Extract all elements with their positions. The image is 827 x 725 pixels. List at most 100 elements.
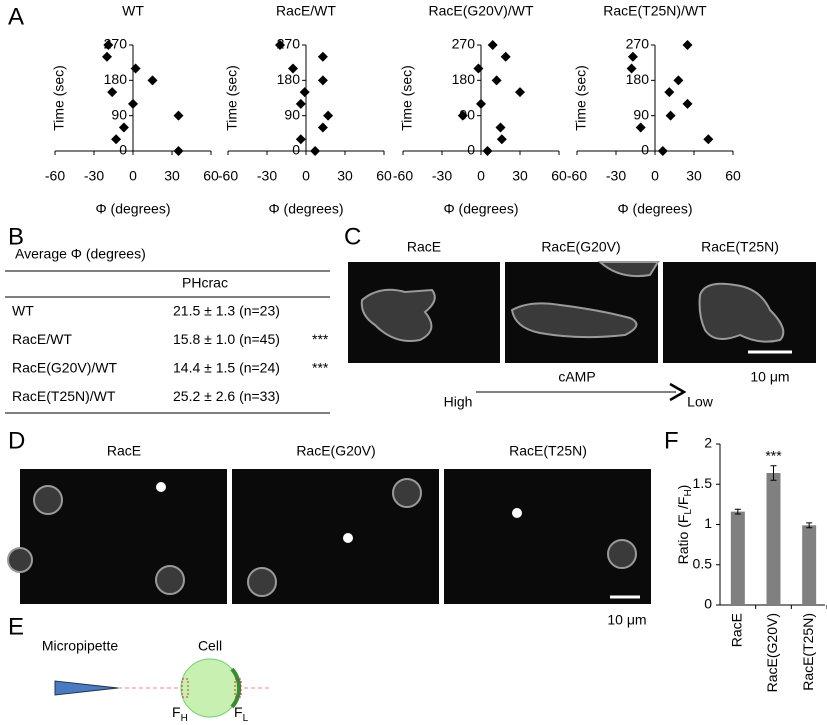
cell-shape <box>247 567 277 597</box>
point <box>111 134 122 145</box>
cell-shape <box>360 288 436 342</box>
point <box>457 110 468 121</box>
label-part: Ratio (F <box>675 515 691 565</box>
x-tick-label: 0 <box>302 168 310 184</box>
y-tick-label: 0 <box>467 142 475 158</box>
y-tick-label: 2 <box>704 435 712 451</box>
point <box>173 110 184 121</box>
x-tick-label: 60 <box>376 168 392 184</box>
row-value: 25.2 ± 2.6 (n=33) <box>173 388 280 404</box>
x-tick-label: 0 <box>477 168 485 184</box>
point <box>107 87 118 98</box>
point <box>310 146 321 156</box>
diagram-e: Micropipette Cell FH FL <box>42 638 272 724</box>
point <box>515 87 525 98</box>
point <box>275 40 285 50</box>
bar <box>766 472 781 605</box>
micropipette <box>54 680 119 696</box>
point <box>491 75 502 86</box>
image-label: RacE(G20V) <box>541 239 620 255</box>
image-label: RacE(T25N) <box>509 443 587 459</box>
subscript: H <box>181 713 188 724</box>
cell-shape <box>7 547 33 573</box>
x-axis-label: Φ (degrees) <box>618 201 693 217</box>
subscript: H <box>683 489 694 496</box>
x-tick-label: -60 <box>218 168 238 184</box>
x-tick-label: -30 <box>432 168 452 184</box>
image-label: RacE <box>407 239 441 255</box>
error-bar <box>734 508 741 515</box>
cell-shape <box>607 539 637 569</box>
x-tick-label: RacE(G20V) <box>764 613 780 692</box>
label: FL <box>234 704 249 724</box>
error-bar <box>806 522 813 529</box>
subscript: L <box>683 509 694 515</box>
gradient-high: High <box>444 394 473 410</box>
image-label: RacE <box>107 443 141 459</box>
panel-letter: A <box>8 3 24 30</box>
y-tick-label: 1.5 <box>693 475 713 491</box>
gradient-low: Low <box>687 394 714 410</box>
x-tick-label: 0 <box>129 168 137 184</box>
point <box>173 146 184 156</box>
point <box>682 40 693 50</box>
point <box>476 98 486 109</box>
cell <box>180 658 240 718</box>
y-tick-label: 90 <box>633 106 649 122</box>
chart-title: RacE(T25N)/WT <box>603 3 707 19</box>
x-tick-label: 30 <box>164 168 180 184</box>
point <box>627 51 638 62</box>
image-label: RacE(T25N) <box>701 239 779 255</box>
bead <box>512 508 522 518</box>
point <box>496 134 507 145</box>
point <box>147 75 158 86</box>
bar <box>730 511 745 605</box>
y-tick-label: 180 <box>626 71 650 87</box>
x-tick-label: 30 <box>686 168 702 184</box>
cell-shape <box>698 282 785 343</box>
y-tick-label: 0 <box>641 142 649 158</box>
x-tick-label: -30 <box>606 168 626 184</box>
y-tick-label: 180 <box>452 71 476 87</box>
y-tick-label: 90 <box>284 106 300 122</box>
point <box>703 134 714 145</box>
point <box>495 122 506 133</box>
point <box>295 98 306 109</box>
micrographs-d: RacE RacE(G20V) RacE(T25N) 10 μm <box>7 443 651 628</box>
point <box>487 40 498 50</box>
y-axis-label: Ratio (FL/FH) <box>675 485 694 565</box>
x-tick-label: 30 <box>512 168 528 184</box>
scale-label: 10 μm <box>607 612 646 628</box>
image-label: RacE(G20V) <box>296 443 375 459</box>
y-axis-label: Time (sec) <box>399 65 415 131</box>
point <box>682 98 693 109</box>
row-value: 21.5 ± 1.3 (n=23) <box>173 303 280 319</box>
chart-title: RacE/WT <box>276 3 336 19</box>
row-sig: *** <box>312 360 329 376</box>
row-value: 15.8 ± 1.0 (n=45) <box>173 331 280 347</box>
row-label: WT <box>12 303 34 319</box>
x-axis-label: Φ (degrees) <box>96 201 171 217</box>
cell-shape <box>155 565 185 595</box>
cell-shape <box>510 302 638 339</box>
row-value: 14.4 ± 1.5 (n=24) <box>173 360 280 376</box>
label-part: /F <box>675 497 691 509</box>
point <box>473 63 484 74</box>
cell-front <box>230 667 242 709</box>
column-header: PHcrac <box>182 275 228 291</box>
y-tick-label: 1 <box>704 515 712 531</box>
label: F <box>172 704 181 720</box>
subscript: L <box>243 713 249 724</box>
point <box>657 146 668 156</box>
point <box>295 134 306 145</box>
point <box>673 75 684 86</box>
point <box>102 51 112 62</box>
gradient-label: cAMP <box>558 369 595 385</box>
y-tick-label: 180 <box>104 71 128 87</box>
point <box>323 110 334 121</box>
y-axis-label: Time (sec) <box>51 65 67 131</box>
bead <box>156 482 166 492</box>
label: F <box>234 704 243 720</box>
x-axis-label: Φ (degrees) <box>444 201 519 217</box>
panel-letter: E <box>8 613 24 640</box>
